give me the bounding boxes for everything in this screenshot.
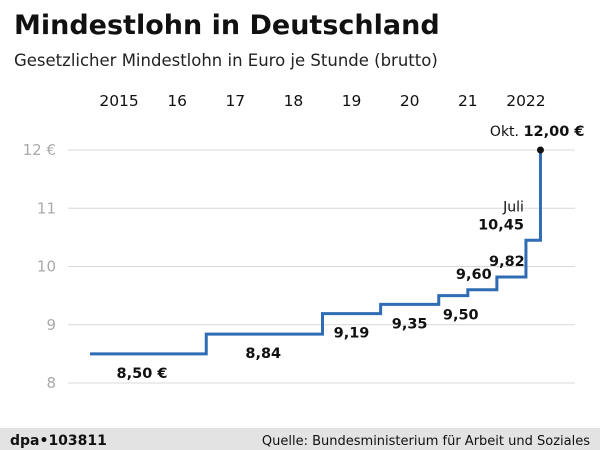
footer-bar (0, 428, 600, 450)
data-label: 8,84 (245, 346, 281, 362)
y-tick-label: 10 (37, 258, 56, 276)
endpoint-marker (536, 146, 544, 154)
footer-agency-id: dpa•103811 (10, 433, 107, 449)
annotation-note: Juli (502, 199, 524, 215)
data-label: 9,82 (489, 254, 525, 270)
x-tick-label: 2022 (506, 92, 545, 110)
x-tick-label: 2015 (99, 92, 138, 110)
footer-source: Quelle: Bundesministerium für Arbeit und… (262, 434, 590, 449)
data-label: Okt. 12,00 € (490, 124, 585, 140)
data-labels: 8,50 € 8,84 9,19 9,35 9,50 9,609,82 Juli 10,45 O… (117, 124, 585, 382)
data-label: 9,19 (334, 326, 370, 342)
wage-step-series (90, 146, 544, 356)
y-tick-label: 9 (46, 316, 56, 334)
x-tick-label: 20 (400, 92, 420, 110)
data-label: 8,50 € (117, 366, 168, 382)
data-label: 10,45 (478, 217, 524, 233)
annotation-note: Okt. (490, 124, 524, 140)
y-axis-ticks: 8 9 10 11 12 € (23, 141, 56, 392)
chart-subtitle: Gesetzlicher Mindestlohn in Euro je Stun… (14, 51, 438, 70)
y-tick-label: 8 (46, 374, 56, 392)
data-label: 9,35 (392, 316, 428, 332)
x-tick-label: 19 (342, 92, 362, 110)
x-tick-label: 18 (284, 92, 304, 110)
gridlines (68, 149, 575, 384)
x-tick-label: 17 (225, 92, 245, 110)
data-label: 9,60 (456, 267, 492, 283)
data-label-value: 12,00 € (523, 124, 584, 140)
chart-title: Mindestlohn in Deutschland (14, 10, 440, 41)
x-axis-ticks: 2015 16 17 18 19 20 21 2022 (99, 92, 545, 110)
data-label: 9,50 (443, 308, 479, 324)
x-tick-label: 16 (167, 92, 187, 110)
x-tick-label: 21 (458, 92, 478, 110)
step-line (90, 150, 542, 356)
y-tick-label: 11 (37, 199, 56, 217)
y-tick-label: 12 € (23, 141, 56, 159)
